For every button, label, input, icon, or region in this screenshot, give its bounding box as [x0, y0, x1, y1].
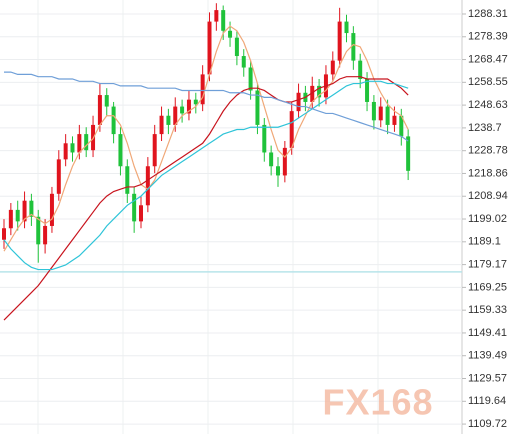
- candle-body: [193, 99, 198, 105]
- candle-body: [214, 10, 219, 22]
- y-tick-label: 1228.78: [468, 145, 508, 157]
- candle-body: [132, 193, 137, 222]
- candle-body: [29, 200, 34, 217]
- y-tick-label: 1179.17: [468, 259, 507, 271]
- candle-body: [371, 101, 376, 121]
- y-tick-label: 1169.25: [468, 281, 507, 293]
- candle-body: [234, 37, 239, 57]
- candle-body: [36, 216, 41, 245]
- candle-body: [296, 92, 301, 112]
- candle-body: [399, 115, 404, 137]
- y-tick-label: 1208.94: [468, 190, 508, 202]
- candle-body: [15, 209, 20, 222]
- y-tick-label: 1199.02: [468, 213, 507, 225]
- y-tick-label: 1238.7: [468, 122, 502, 134]
- moving-average-line: [3, 76, 409, 321]
- candle-body: [125, 166, 130, 194]
- candle-body: [276, 166, 280, 176]
- candle-body: [207, 21, 212, 75]
- moving-average-line: [4, 71, 409, 142]
- candle-body: [406, 136, 411, 171]
- candle-body: [118, 134, 123, 167]
- y-tick-label: 1258.55: [468, 76, 508, 88]
- candle-body: [139, 205, 143, 222]
- candle-body: [159, 115, 164, 135]
- candle-body: [145, 166, 150, 206]
- moving-average-line: [3, 25, 409, 252]
- candle-body: [344, 21, 349, 34]
- candle-body: [282, 147, 287, 176]
- candle-body: [84, 134, 89, 151]
- candle-body: [77, 134, 82, 153]
- candle-body: [2, 228, 6, 240]
- candle-body: [8, 209, 13, 229]
- candle-body: [173, 106, 178, 125]
- candle-body: [70, 143, 75, 153]
- candle-body: [317, 85, 322, 98]
- moving-average-line: [3, 80, 409, 271]
- y-tick-label: 1139.49: [468, 350, 507, 362]
- y-tick-label: 1149.41: [468, 327, 507, 339]
- watermark: FX168: [322, 382, 433, 423]
- candle-body: [63, 143, 68, 160]
- candle-body: [186, 99, 191, 114]
- candle-body: [22, 200, 27, 222]
- candle-body: [200, 74, 205, 105]
- candle-body: [111, 106, 116, 135]
- candle-body: [269, 152, 274, 167]
- candle-body: [330, 60, 335, 75]
- y-tick-label: 1119.64: [468, 395, 506, 407]
- candle-body: [351, 33, 356, 61]
- candle-body: [358, 60, 363, 79]
- y-tick-label: 1218.86: [468, 167, 508, 179]
- y-tick-label: 1278.39: [468, 31, 508, 43]
- candle-body: [221, 10, 226, 31]
- candle-body: [365, 78, 370, 102]
- y-tick-label: 1248.63: [468, 99, 508, 111]
- candle-body: [337, 21, 342, 61]
- candle-body: [97, 95, 102, 125]
- candle-body: [104, 95, 109, 107]
- candle-body: [289, 111, 294, 148]
- y-tick-label: 1129.57: [468, 372, 507, 384]
- candle-body: [180, 106, 185, 114]
- candle-body: [43, 225, 48, 245]
- candle-body: [241, 56, 246, 68]
- candle-body: [56, 159, 61, 194]
- candle-body: [262, 124, 267, 153]
- candle-body: [392, 115, 397, 125]
- candle-body: [248, 67, 253, 91]
- candle-body: [49, 193, 54, 226]
- candle-body: [152, 134, 157, 167]
- y-tick-label: 1268.47: [468, 53, 508, 65]
- candle-body: [378, 106, 383, 121]
- candle-body: [166, 115, 171, 125]
- candle-body: [310, 85, 315, 102]
- y-tick-label: 1189.1: [468, 236, 501, 248]
- y-tick-label: 1109.72: [468, 418, 507, 430]
- y-tick-label: 1159.33: [468, 304, 507, 316]
- candle-body: [255, 90, 260, 125]
- candle-body: [385, 106, 390, 125]
- y-tick-label: 1288.31: [468, 8, 508, 20]
- candle-body: [228, 30, 233, 38]
